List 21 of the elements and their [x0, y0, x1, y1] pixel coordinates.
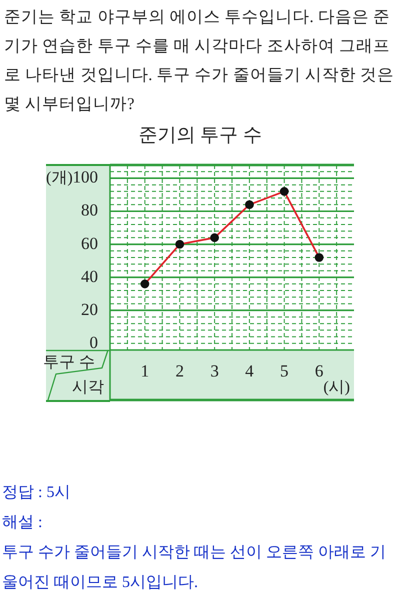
text: (개) [46, 169, 73, 186]
x-tick-label: 1 [140, 362, 150, 381]
x-tick-label: 4 [245, 362, 254, 381]
text: 투구 수가 줄어들기 시작한 때는 선이 오른쪽 아래로 기울어진 때이므로 5시입니다. [2, 543, 387, 593]
x-tick-label: 3 [210, 362, 219, 381]
y-tick-label: 60 [81, 234, 98, 253]
y-axis-title: 투구 수 [43, 354, 95, 372]
text: 준기는 학교 야구부의 에이스 투수입니다. 다음은 준기가 연습한 투구 수를 매 시각마다 조사하여 그래프로 나타낸 것입니다. 투구 수가 줄어들기 시작한 것은 몇 시부터입니까? [4, 6, 395, 115]
y-tick-label: 20 [81, 300, 98, 319]
x-axis-title: 시각 [72, 379, 104, 396]
x-tick-label: 6 [314, 362, 324, 381]
y-tick-label: 80 [81, 200, 98, 220]
x-tick-label: 2 [175, 362, 184, 381]
y-tick-label: 100 [72, 168, 98, 187]
chart-title: 준기의 투구 수 [137, 124, 263, 148]
text: 정답 : 5시 [2, 483, 72, 503]
x-tick-label: 5 [280, 362, 289, 381]
text: 해설 : [2, 513, 44, 533]
text: (시) [323, 379, 350, 396]
y-tick-label: 40 [81, 266, 98, 286]
y-tick-label: 0 [90, 332, 98, 352]
